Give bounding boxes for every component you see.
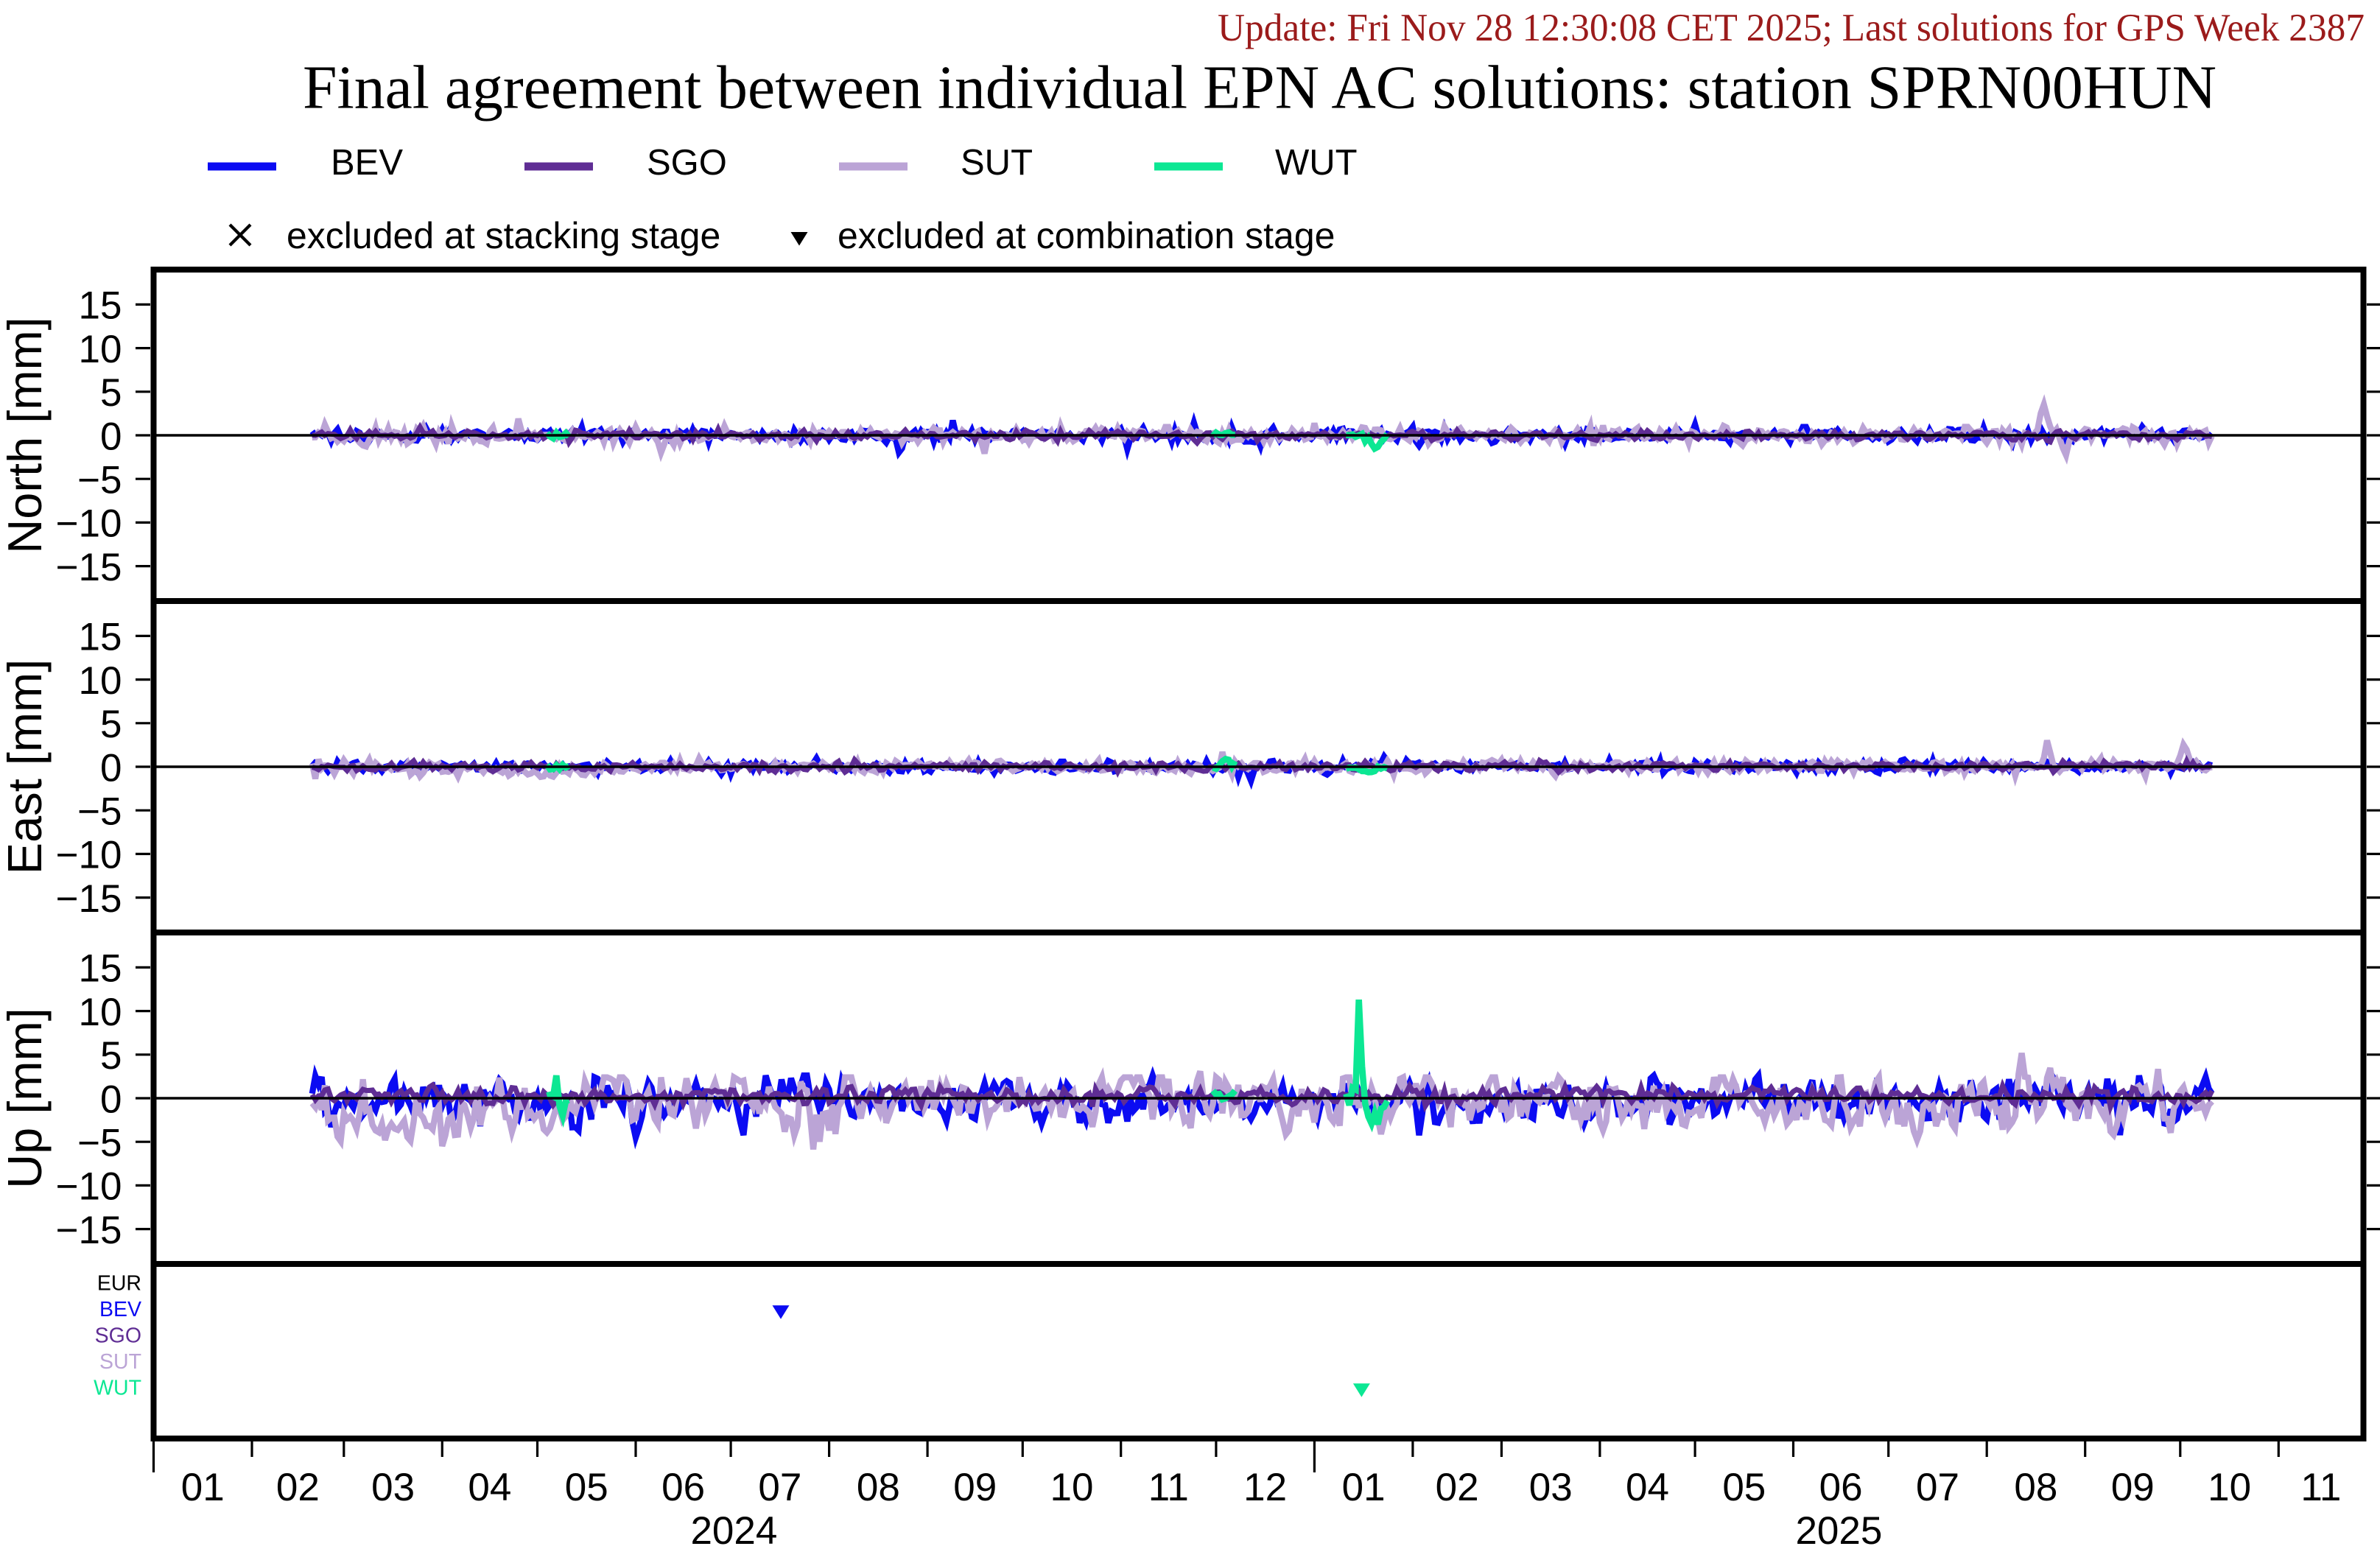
svg-text:excluded at combination stage: excluded at combination stage [838,215,1335,256]
svg-text:−15: −15 [56,877,122,921]
svg-text:−5: −5 [77,790,122,834]
svg-text:12: 12 [1243,1466,1287,1509]
svg-text:2025: 2025 [1795,1509,1882,1545]
svg-text:03: 03 [371,1466,415,1509]
svg-text:WUT: WUT [1275,143,1358,183]
svg-text:−15: −15 [56,546,122,589]
svg-text:East [mm]: East [mm] [0,659,52,875]
svg-text:01: 01 [181,1466,225,1509]
svg-text:EUR: EUR [97,1272,141,1296]
svg-text:−5: −5 [77,459,122,502]
svg-text:02: 02 [276,1466,320,1509]
svg-text:10: 10 [2208,1466,2251,1509]
svg-text:SGO: SGO [647,143,727,183]
svg-text:01: 01 [1342,1466,1386,1509]
svg-text:10: 10 [79,991,122,1034]
svg-text:SUT: SUT [99,1350,141,1374]
svg-text:08: 08 [2014,1466,2057,1509]
svg-text:09: 09 [2111,1466,2155,1509]
svg-text:15: 15 [79,947,122,991]
svg-text:06: 06 [661,1466,705,1509]
svg-text:02: 02 [1436,1466,1479,1509]
svg-text:11: 11 [2300,1466,2341,1509]
svg-text:−10: −10 [56,1165,122,1209]
svg-text:04: 04 [1626,1466,1669,1509]
svg-text:Up [mm]: Up [mm] [0,1008,52,1189]
svg-text:09: 09 [953,1466,997,1509]
svg-text:−10: −10 [56,834,122,877]
svg-text:03: 03 [1529,1466,1573,1509]
svg-text:2024: 2024 [690,1509,777,1545]
svg-text:North [mm]: North [mm] [0,317,52,553]
svg-text:Final agreement between indivi: Final agreement between individual EPN A… [303,53,2216,122]
svg-text:5: 5 [100,703,122,746]
svg-text:5: 5 [100,1034,122,1078]
svg-text:0: 0 [100,1078,122,1121]
svg-text:−15: −15 [56,1209,122,1252]
svg-text:07: 07 [758,1466,801,1509]
svg-text:05: 05 [565,1466,608,1509]
svg-text:15: 15 [79,616,122,659]
svg-text:08: 08 [857,1466,900,1509]
svg-text:11: 11 [1148,1466,1189,1509]
svg-text:−10: −10 [56,502,122,546]
svg-text:SGO: SGO [95,1324,141,1348]
svg-text:07: 07 [1916,1466,1959,1509]
svg-text:05: 05 [1722,1466,1766,1509]
svg-text:15: 15 [79,284,122,328]
svg-text:10: 10 [79,328,122,371]
svg-text:BEV: BEV [99,1298,141,1321]
svg-text:WUT: WUT [94,1377,141,1400]
svg-text:SUT: SUT [961,143,1033,183]
svg-text:10: 10 [1050,1466,1094,1509]
svg-text:−5: −5 [77,1122,122,1165]
svg-text:10: 10 [79,659,122,703]
svg-text:5: 5 [100,371,122,415]
svg-text:0: 0 [100,746,122,790]
svg-text:BEV: BEV [331,143,403,183]
svg-text:06: 06 [1819,1466,1863,1509]
svg-text:Update: Fri Nov 28 12:30:08 CE: Update: Fri Nov 28 12:30:08 CET 2025; La… [1218,7,2365,49]
svg-text:excluded at stacking stage: excluded at stacking stage [287,215,720,256]
svg-text:04: 04 [468,1466,511,1509]
svg-text:0: 0 [100,415,122,458]
